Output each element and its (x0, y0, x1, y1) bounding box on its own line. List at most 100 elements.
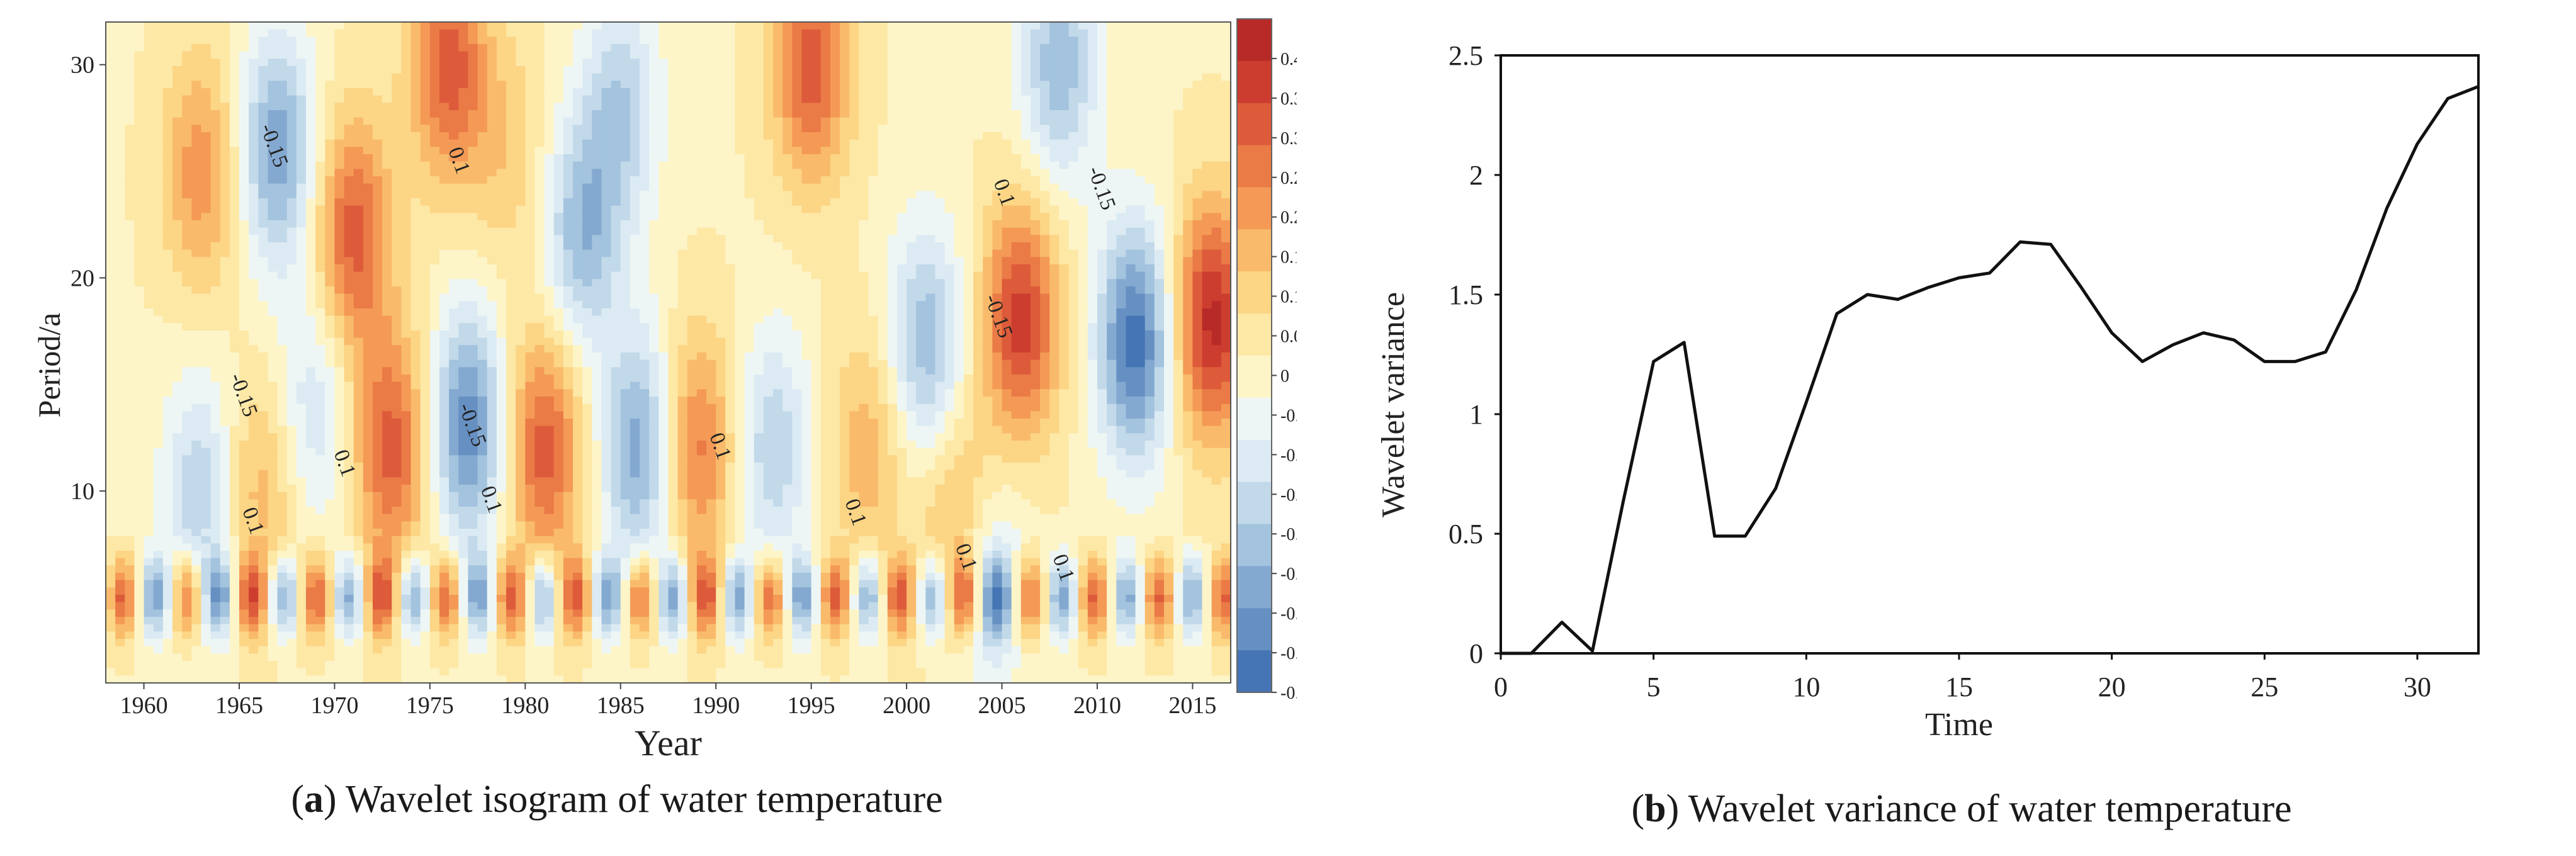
isogram-cell (410, 293, 421, 301)
isogram-cell (516, 359, 526, 368)
isogram-cell (315, 44, 325, 52)
isogram-cell (553, 264, 564, 273)
isogram-cell (363, 51, 373, 59)
isogram-cell (153, 169, 164, 177)
isogram-cell (220, 580, 230, 588)
isogram-cell (525, 44, 536, 52)
isogram-cell (115, 301, 125, 309)
isogram-cell (544, 139, 555, 147)
isogram-cell (334, 463, 345, 471)
isogram-cell (420, 485, 431, 493)
isogram-cell (125, 132, 135, 140)
isogram-cell (506, 279, 516, 287)
isogram-cell (249, 301, 259, 309)
isogram-cell (487, 198, 497, 206)
isogram-cell (429, 37, 440, 45)
isogram-cell (573, 529, 583, 537)
isogram-cell (144, 499, 154, 507)
isogram-cell (458, 499, 469, 507)
isogram-cell (592, 558, 602, 566)
isogram-cell (344, 463, 354, 471)
isogram-cell (506, 337, 516, 346)
isogram-cell (506, 323, 516, 331)
isogram-cell (229, 441, 240, 449)
isogram-cell (468, 271, 478, 279)
isogram-cell (306, 88, 316, 96)
isogram-cell (410, 609, 421, 617)
isogram-cell (449, 359, 459, 368)
isogram-cell (611, 22, 621, 30)
isogram-cell (563, 433, 573, 441)
isogram-cell (115, 220, 125, 228)
isogram-cell (353, 624, 364, 632)
isogram-cell (544, 161, 555, 169)
isogram-cell (229, 81, 240, 89)
isogram-cell (487, 551, 497, 559)
isogram-cell (439, 103, 449, 111)
isogram-cell (286, 198, 297, 206)
isogram-cell (268, 37, 278, 45)
isogram-cell (525, 191, 536, 199)
isogram-cell (563, 286, 573, 295)
isogram-cell (601, 389, 612, 397)
isogram-cell (134, 507, 145, 515)
isogram-cell (334, 514, 345, 522)
isogram-cell (534, 558, 545, 566)
isogram-cell (229, 66, 240, 74)
isogram-cell (496, 668, 507, 676)
isogram-cell (344, 609, 354, 617)
isogram-cell (239, 381, 249, 390)
isogram-cell (553, 257, 564, 265)
isogram-cell (506, 411, 516, 419)
isogram-cell (468, 529, 478, 537)
isogram-cell (582, 73, 592, 81)
isogram-cell (296, 646, 307, 654)
isogram-cell (592, 161, 602, 169)
isogram-cell (373, 213, 383, 221)
isogram-cell (449, 103, 459, 111)
isogram-cell (144, 154, 154, 162)
isogram-cell (630, 264, 640, 273)
isogram-cell (172, 536, 183, 544)
isogram-cell (601, 551, 612, 559)
isogram-cell (153, 44, 164, 52)
isogram-cell (363, 176, 373, 184)
isogram-cell (516, 499, 526, 507)
isogram-cell (563, 44, 573, 52)
isogram-cell (286, 485, 297, 493)
isogram-cell (268, 499, 278, 507)
isogram-cell (239, 668, 249, 676)
isogram-cell (468, 205, 478, 213)
isogram-cell (506, 463, 516, 471)
isogram-cell (582, 485, 592, 493)
isogram-cell (210, 264, 221, 273)
isogram-cell (296, 485, 307, 493)
isogram-cell (496, 448, 507, 456)
isogram-cell (229, 403, 240, 412)
isogram-cell (162, 631, 173, 639)
isogram-cell (544, 675, 555, 684)
isogram-cell (410, 139, 421, 147)
isogram-cell (439, 455, 449, 463)
isogram-cell (410, 205, 421, 213)
isogram-cell (125, 477, 135, 485)
isogram-cell (373, 668, 383, 676)
isogram-cell (344, 367, 354, 375)
isogram-cell (382, 264, 392, 273)
isogram-cell (229, 315, 240, 324)
isogram-cell (153, 536, 164, 544)
isogram-cell (258, 147, 269, 155)
isogram-cell (162, 536, 173, 544)
isogram-cell (325, 315, 336, 324)
isogram-cell (191, 271, 202, 279)
isogram-cell (106, 176, 116, 184)
isogram-cell (286, 668, 297, 676)
isogram-cell (106, 477, 116, 485)
isogram-cell (506, 271, 516, 279)
isogram-cell (544, 521, 555, 529)
isogram-cell (315, 323, 325, 331)
isogram-cell (115, 323, 125, 331)
isogram-cell (563, 337, 573, 346)
isogram-cell (487, 257, 497, 265)
isogram-cell (544, 66, 555, 74)
